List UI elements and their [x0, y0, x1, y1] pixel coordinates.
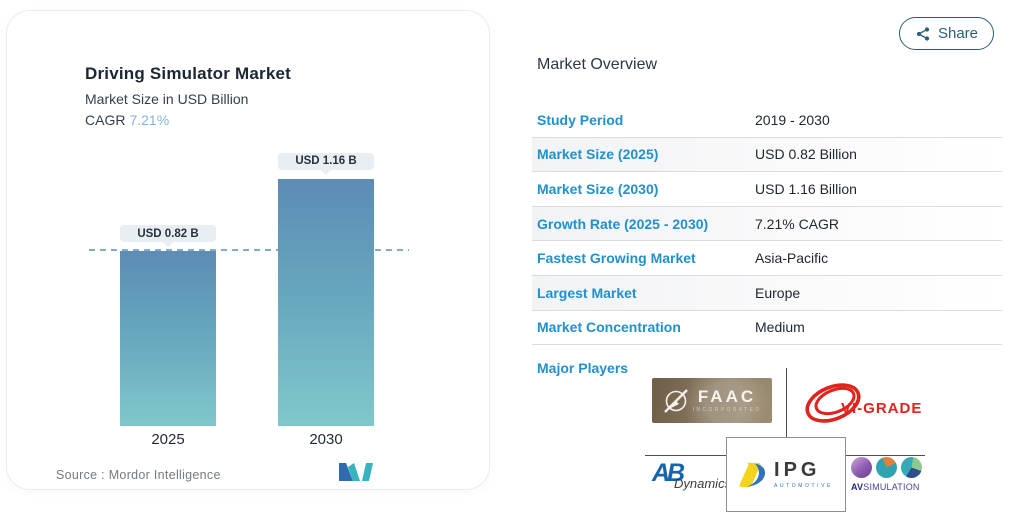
faac-subtext: INCORPORATED — [692, 407, 762, 413]
faac-rocket-icon — [663, 388, 688, 413]
chart-cagr: CAGR 7.21% — [85, 112, 169, 128]
avsimulation-wordmark: AVSIMULATION — [851, 482, 920, 492]
row-label: Largest Market — [537, 284, 637, 301]
vi-grade-wordmark: VI-GRADE — [841, 400, 922, 417]
row-label: Market Size (2025) — [537, 146, 659, 163]
table-row-study-period: Study Period 2019 - 2030 — [532, 103, 1002, 138]
ipg-automotive-logo: IPG AUTOMOTIVE — [726, 437, 846, 512]
row-label: Growth Rate (2025 - 2030) — [537, 215, 709, 232]
x-axis-label-2030: 2030 — [309, 431, 343, 448]
row-value: Asia-Pacific — [755, 250, 829, 267]
avsimulation-dots-icon — [851, 457, 929, 478]
x-axis-label-2025: 2025 — [151, 431, 185, 448]
section-heading: Market Overview — [537, 56, 658, 73]
ab-dynamics-logo: AB Dynamics — [652, 461, 732, 501]
row-label: Study Period — [537, 111, 624, 128]
reference-dashed-line — [89, 249, 409, 252]
table-row-growth-rate: Growth Rate (2025 - 2030) 7.21% CAGR — [532, 206, 1002, 242]
connector-line-right — [846, 455, 925, 456]
cagr-label: CAGR — [85, 112, 126, 128]
row-value: 7.21% CAGR — [755, 215, 840, 232]
major-players-label: Major Players — [537, 360, 629, 376]
cagr-value: 7.21% — [129, 112, 170, 128]
row-label: Market Concentration — [537, 319, 681, 336]
share-icon — [916, 26, 930, 41]
share-button-label: Share — [937, 25, 979, 42]
row-value: Medium — [755, 319, 805, 336]
table-row-fastest-growing-market: Fastest Growing Market Asia-Pacific — [532, 241, 1002, 276]
bar-2025 — [120, 251, 216, 426]
row-value: Europe — [755, 284, 801, 301]
table-row-market-size-2030: Market Size (2030) USD 1.16 Billion — [532, 172, 1002, 207]
avsimulation-logo: AVSIMULATION — [851, 457, 929, 492]
ab-dynamics-ab: AB — [652, 459, 685, 487]
connector-line-left — [645, 455, 726, 456]
row-value: 2019 - 2030 — [755, 111, 830, 128]
bar-value-label-2030: USD 1.16 B — [278, 152, 374, 175]
table-row-market-concentration: Market Concentration Medium — [532, 311, 1002, 346]
ipg-subtext: AUTOMOTIVE — [774, 483, 833, 489]
mordor-intelligence-logo-icon — [339, 463, 373, 481]
row-label: Market Size (2030) — [537, 180, 659, 197]
chart-title: Driving Simulator Market — [85, 64, 292, 83]
ipg-wordmark: IPG — [774, 459, 821, 481]
bar-2030 — [278, 178, 374, 426]
connector-line-vertical — [786, 368, 787, 437]
bar-value-label-2025: USD 0.82 B — [120, 225, 216, 248]
vi-grade-logo: VI-GRADE — [805, 383, 922, 423]
row-value: USD 0.82 Billion — [755, 146, 857, 163]
row-label: Fastest Growing Market — [537, 250, 696, 267]
row-value: USD 1.16 Billion — [755, 180, 857, 197]
source-caption: Source : Mordor Intelligence — [56, 468, 221, 482]
table-row-largest-market: Largest Market Europe — [532, 275, 1002, 311]
faac-logo: FAAC INCORPORATED — [652, 378, 772, 423]
table-row-market-size-2025: Market Size (2025) USD 0.82 Billion — [532, 137, 1002, 173]
market-overview-table: Study Period 2019 - 2030 Market Size (20… — [532, 103, 1002, 346]
faac-wordmark: FAAC — [697, 387, 757, 406]
ab-dynamics-wordmark: Dynamics — [674, 476, 732, 491]
chart-card: Driving Simulator Market Market Size in … — [6, 10, 490, 490]
share-button[interactable]: Share — [899, 17, 994, 50]
ipg-icon — [739, 462, 766, 487]
chart-subtitle: Market Size in USD Billion — [85, 91, 249, 107]
